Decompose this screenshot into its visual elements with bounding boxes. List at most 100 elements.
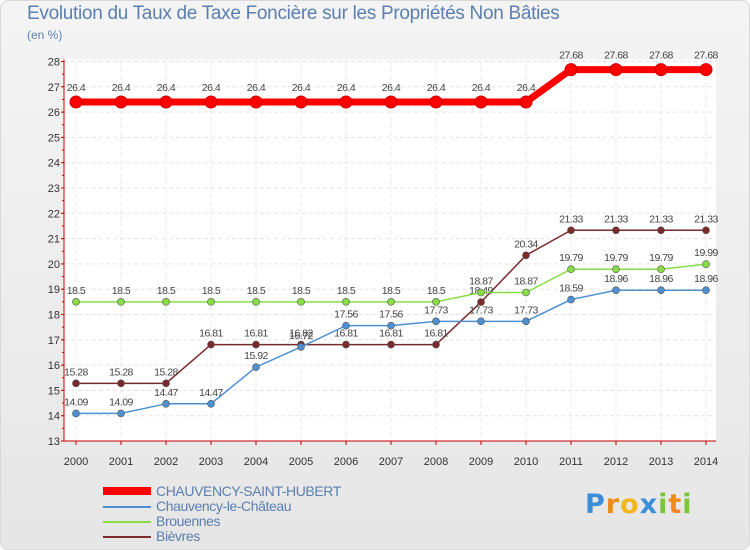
data-label: 16.81 (424, 328, 448, 340)
legend-label: CHAUVENCY-SAINT-HUBERT (156, 483, 341, 499)
y-tick-label: 14 (48, 411, 60, 423)
data-label: 18.5 (247, 285, 266, 297)
series-chauvency-le-ch-teau: 14.09 14.09 14.47 14.47 15.92 16.72 17.56 17.56… (64, 273, 719, 418)
data-label: 27.68 (694, 50, 718, 62)
data-label: 21.33 (559, 213, 583, 225)
data-point (72, 409, 80, 418)
y-tick-label: 25 (48, 132, 60, 144)
data-label: 19.79 (649, 252, 673, 264)
data-point (657, 226, 665, 235)
data-label: 26.4 (202, 82, 221, 94)
data-label: 14.47 (199, 387, 223, 399)
data-point (612, 226, 620, 235)
data-point (567, 226, 575, 235)
data-label: 26.4 (382, 82, 401, 94)
y-tick-label: 21 (48, 234, 60, 246)
logo-letter: r (605, 489, 621, 520)
data-label: 19.99 (694, 247, 718, 259)
data-label: 16.81 (334, 328, 358, 340)
data-label: 27.68 (649, 50, 673, 62)
legend-label: Bièvres (156, 528, 200, 544)
data-point (609, 63, 623, 77)
data-label: 14.09 (109, 396, 133, 408)
data-point (429, 95, 443, 109)
data-label: 26.4 (292, 82, 311, 94)
data-point (477, 298, 485, 306)
data-label: 18.96 (694, 273, 718, 285)
y-tick-label: 22 (48, 208, 60, 220)
x-tick-label: 2005 (289, 456, 313, 468)
data-label: 26.4 (337, 82, 356, 94)
data-point (297, 343, 305, 351)
data-label: 21.33 (649, 213, 673, 225)
data-label: 18.87 (514, 275, 538, 287)
data-point (522, 251, 530, 260)
x-tick-label: 2003 (199, 456, 223, 468)
data-label: 27.68 (604, 50, 628, 62)
data-point (114, 95, 128, 109)
data-point (477, 288, 485, 297)
x-tick-label: 2014 (694, 456, 718, 468)
legend-swatch (103, 506, 151, 508)
y-tick-label: 26 (48, 107, 60, 119)
gridlines (64, 61, 716, 442)
data-label: 18.5 (427, 285, 446, 297)
data-point (387, 340, 395, 349)
data-label: 18.5 (202, 285, 221, 297)
data-label: 18.59 (559, 283, 583, 295)
data-point (474, 95, 488, 109)
data-label: 20.34 (514, 238, 538, 250)
data-point (72, 298, 80, 306)
data-label: 26.4 (247, 82, 266, 94)
logo-letter: x (639, 489, 659, 520)
y-tick-label: 27 (48, 82, 60, 94)
legend-label: Brouennes (156, 513, 221, 529)
data-label: 15.28 (154, 366, 178, 378)
data-point (294, 95, 308, 109)
data-point (207, 340, 215, 349)
data-point (432, 340, 440, 349)
data-point (612, 265, 620, 274)
logo-letter: i (658, 489, 669, 520)
data-label: 14.09 (64, 396, 88, 408)
data-point (117, 298, 125, 306)
data-point (387, 298, 395, 306)
data-point (207, 400, 215, 408)
data-point (162, 298, 170, 306)
series-brouennes: 18.5 18.5 18.5 18.5 18.5 18.5 18.5 18.5 18.5 18.8… (67, 247, 719, 306)
x-tick-label: 2004 (244, 456, 268, 468)
data-point (612, 286, 620, 295)
legend-swatch (103, 487, 151, 495)
data-label: 17.73 (514, 304, 538, 316)
data-label: 18.5 (292, 285, 311, 297)
data-point (564, 63, 578, 77)
data-point (654, 63, 668, 77)
y-tick-label: 19 (48, 284, 60, 296)
x-tick-label: 2010 (514, 456, 538, 468)
logo-letter: o (620, 489, 640, 520)
data-label: 18.5 (157, 285, 176, 297)
y-tick-label: 15 (48, 385, 60, 397)
data-point (339, 95, 353, 109)
data-point (657, 286, 665, 295)
data-label: 15.92 (244, 350, 268, 362)
data-label: 14.47 (154, 387, 178, 399)
data-point (252, 340, 260, 349)
logo-letter: i (682, 489, 693, 520)
x-tick-label: 2012 (604, 456, 628, 468)
x-tick-label: 2000 (64, 456, 88, 468)
data-label: 18.87 (469, 275, 493, 287)
data-point (342, 298, 350, 306)
data-label: 16.81 (244, 328, 268, 340)
data-point (117, 409, 125, 418)
x-tick-label: 2013 (649, 456, 673, 468)
y-tick-label: 23 (48, 183, 60, 195)
data-label: 18.5 (112, 285, 131, 297)
data-label: 17.56 (379, 309, 403, 321)
data-label: 17.56 (334, 309, 358, 321)
proxiti-logo: Proxiti (585, 489, 693, 520)
data-label: 16.82 (289, 328, 313, 340)
data-label: 26.4 (112, 82, 131, 94)
